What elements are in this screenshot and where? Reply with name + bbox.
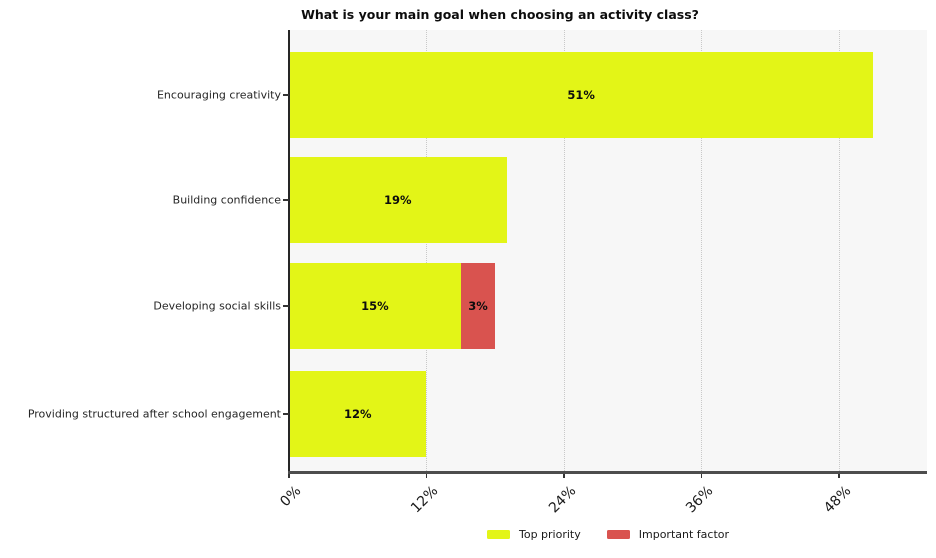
gridline (838, 30, 840, 471)
x-tick-label: 48% (820, 483, 855, 517)
x-axis-spine (288, 471, 927, 474)
x-tick-label: 0% (277, 483, 305, 511)
bar-value-label: 15% (361, 299, 389, 313)
bar-value-label: 51% (567, 88, 595, 102)
y-tick-mark (283, 305, 289, 307)
bar-value-label: 19% (384, 193, 412, 207)
legend-item: Important factor (606, 528, 730, 541)
bar-segment (289, 157, 507, 243)
category-label: Encouraging creativity (156, 88, 281, 102)
bar-segment (460, 263, 496, 349)
x-tick-mark (700, 473, 703, 478)
gridline (701, 30, 703, 471)
bar-segment (289, 52, 874, 138)
x-tick-label: 12% (408, 483, 442, 517)
y-tick-mark (283, 199, 289, 201)
bar-value-label: 3% (468, 299, 488, 313)
legend-swatch (486, 530, 510, 539)
legend-swatch (606, 530, 630, 539)
x-tick-mark (838, 473, 840, 478)
legend-label: Important factor (638, 528, 730, 541)
bar-value-label: 12% (343, 407, 372, 421)
gridline (426, 30, 428, 471)
legend-label: Top priority (518, 528, 581, 541)
plot-area: 51% 19% 15% 3% 12% (289, 30, 927, 471)
x-tick-label: 24% (545, 483, 580, 517)
x-tick-mark (288, 473, 290, 478)
y-tick-mark (283, 413, 289, 415)
bar-segment (289, 371, 427, 457)
chart-title: What is your main goal when choosing an … (301, 7, 699, 22)
legend-item: Top priority (486, 528, 581, 541)
category-label: Providing structured after school engage… (27, 407, 281, 421)
legend: Top priority Important factor (289, 528, 927, 541)
x-tick-mark (563, 473, 565, 478)
x-tick-label: 36% (683, 483, 717, 517)
gridline (563, 30, 565, 471)
bar-segment (289, 263, 461, 349)
y-axis-spine (288, 30, 290, 473)
x-tick-mark (425, 473, 428, 478)
category-label: Developing social skills (153, 299, 281, 313)
category-label: Building confidence (172, 193, 281, 207)
y-tick-mark (283, 94, 289, 96)
